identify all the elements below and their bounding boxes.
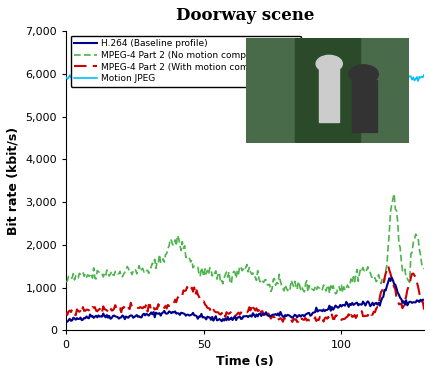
Circle shape — [348, 65, 378, 84]
Title: Doorway scene: Doorway scene — [175, 7, 313, 24]
Y-axis label: Bit rate (kbit/s): Bit rate (kbit/s) — [7, 127, 20, 235]
Legend: H.264 (Baseline profile), MPEG-4 Part 2 (No motion compensation), MPEG-4 Part 2 : H.264 (Baseline profile), MPEG-4 Part 2 … — [71, 36, 300, 87]
Bar — [319, 69, 338, 122]
Circle shape — [315, 56, 341, 72]
X-axis label: Time (s): Time (s) — [216, 355, 273, 368]
Bar — [351, 80, 376, 132]
Bar — [294, 38, 359, 142]
